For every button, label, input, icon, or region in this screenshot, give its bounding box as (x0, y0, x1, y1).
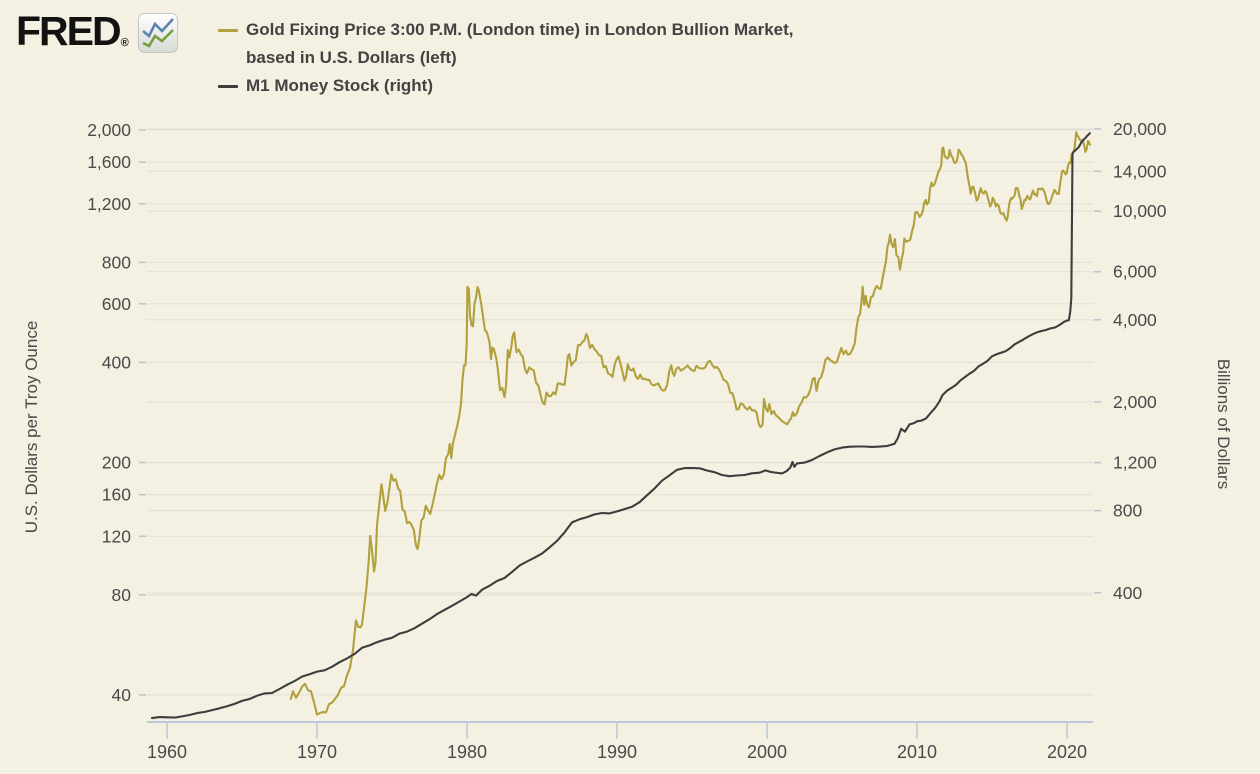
left-axis-tick-label: 200 (102, 453, 131, 473)
right-axis-tick-label: 14,000 (1113, 161, 1167, 181)
x-axis-tick-label: 2010 (897, 742, 937, 762)
x-axis-tick-label: 1980 (447, 742, 487, 762)
m1-series-label: M1 Money Stock (right) (246, 72, 433, 100)
gold-series-label: Gold Fixing Price 3:00 P.M. (London time… (246, 16, 794, 72)
x-axis-tick-label: 2020 (1047, 742, 1087, 762)
legend-row-m1: M1 Money Stock (right) (218, 72, 794, 100)
legend: Gold Fixing Price 3:00 P.M. (London time… (218, 16, 794, 100)
right-axis-tick-label: 400 (1113, 583, 1142, 603)
fred-logo-text: FRED (16, 8, 122, 54)
right-axis-tick-label: 2,000 (1113, 392, 1157, 412)
x-axis-tick-label: 1960 (147, 742, 187, 762)
fred-sparkline-icon (137, 13, 178, 58)
x-axis-tick-label: 2000 (747, 742, 787, 762)
gold-series-swatch (218, 29, 238, 32)
left-axis-tick-label: 600 (102, 294, 131, 314)
gold-series-line (289, 131, 1091, 716)
m1-series-swatch (218, 85, 238, 88)
fred-logo: FRED ® (16, 10, 178, 58)
left-axis-tick-label: 2,000 (87, 120, 131, 140)
left-axis-title: U.S. Dollars per Troy Ounce (22, 321, 41, 534)
gold-series-label-line1: Gold Fixing Price 3:00 P.M. (London time… (246, 20, 794, 39)
m1-series-line (150, 132, 1091, 720)
tick-labels: 40 80 120 160 200 400 600 800 1,200 1,600 2,000 400… (87, 119, 1167, 762)
left-axis-tick-label: 1,200 (87, 194, 131, 214)
left-axis-tick-label: 1,600 (87, 152, 131, 172)
right-axis-tick-label: 800 (1113, 501, 1142, 521)
right-axis-tick-label: 10,000 (1113, 201, 1167, 221)
right-axis-tick-label: 1,200 (1113, 453, 1157, 473)
left-axis-tick-label: 400 (102, 352, 131, 372)
right-axis-tick-label: 20,000 (1113, 119, 1167, 139)
axes (139, 128, 1101, 739)
gold-series-label-line2: based in U.S. Dollars (left) (246, 48, 457, 67)
left-axis-tick-label: 40 (112, 685, 132, 705)
x-axis-tick-label: 1990 (597, 742, 637, 762)
series-lines (150, 131, 1091, 720)
right-axis-tick-label: 6,000 (1113, 262, 1157, 282)
left-axis-tick-label: 160 (102, 485, 131, 505)
registered-mark: ® (120, 37, 129, 49)
x-axis-tick-label: 1970 (297, 742, 337, 762)
gridlines (147, 128, 1093, 696)
left-axis-tick-label: 800 (102, 252, 131, 272)
m1-series-label-line1: M1 Money Stock (right) (246, 76, 434, 95)
legend-row-gold: Gold Fixing Price 3:00 P.M. (London time… (218, 16, 794, 72)
right-axis-title: Billions of Dollars (1214, 359, 1233, 489)
left-axis-tick-label: 120 (102, 526, 131, 546)
left-axis-tick-label: 80 (112, 585, 132, 605)
right-axis-tick-label: 4,000 (1113, 310, 1157, 330)
